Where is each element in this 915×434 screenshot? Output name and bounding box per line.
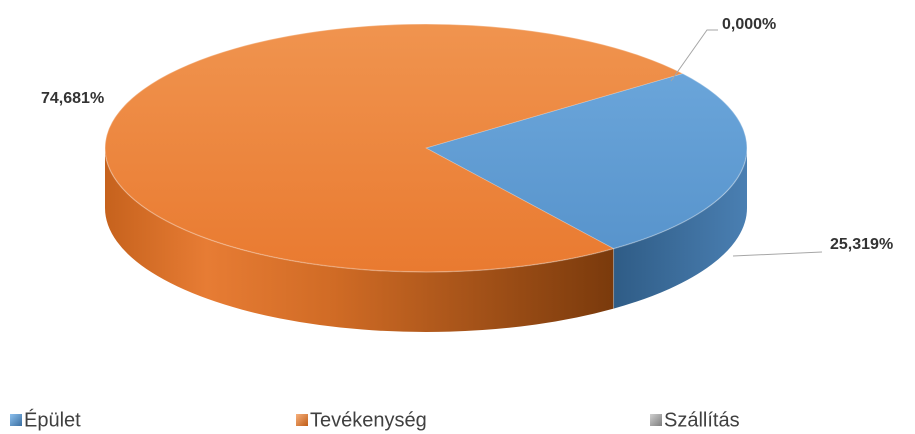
legend-item-szállítás: Szállítás [650,409,740,431]
legend-label: Épület [24,408,81,431]
legend-swatch [296,414,308,426]
legend: Épület Tevékenység Szállítás [10,408,740,431]
side-wall-épület [613,148,747,309]
legend-item-épület: Épület [10,408,81,431]
data-label-épület: 25,319% [830,236,893,253]
data-labels: 25,319% 74,681% 0,000% [41,16,893,257]
legend-swatch [10,414,22,426]
leader-line-2 [670,29,718,82]
pie-slices [104,23,748,332]
side-wall-tevékenység [105,148,614,332]
legend-swatch [650,414,662,426]
data-label-tevékenység: 74,681% [41,90,104,107]
legend-label: Tevékenység [310,409,427,431]
legend-label: Szállítás [664,409,740,431]
leader-line-0 [732,251,823,257]
slice-tevékenység [104,23,684,273]
slice-épület [424,73,748,250]
legend-item-tevékenység: Tevékenység [296,409,427,431]
pie-rim-highlight [104,23,748,273]
data-label-szállítás: 0,000% [722,16,776,33]
